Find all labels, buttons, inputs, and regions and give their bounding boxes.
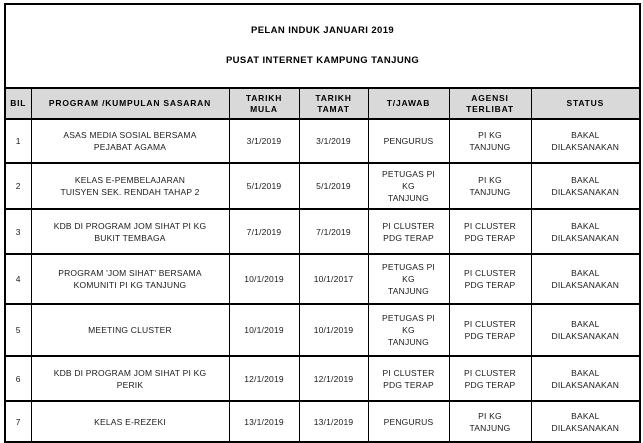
- cell-tarikh-tamat: 3/1/2019: [298, 118, 369, 164]
- cell-program: KDB DI PROGRAM JOM SIHAT PI KG BUKIT TEM…: [30, 208, 230, 255]
- cell-tarikh-mula: 7/1/2019: [228, 208, 300, 255]
- cell-bil: 5: [4, 303, 32, 357]
- cell-agensi-terlibat: PI KG TANJUNG: [448, 118, 532, 164]
- cell-bil: 3: [4, 208, 32, 255]
- cell-program: PROGRAM 'JOM SIHAT' BERSAMA KOMUNITI PI …: [30, 253, 230, 305]
- page: PELAN INDUK JANUARI 2019 PUSAT INTERNET …: [4, 3, 642, 443]
- title-row: PELAN INDUK JANUARI 2019 PUSAT INTERNET …: [4, 3, 641, 89]
- cell-tarikh-mula: 10/1/2019: [228, 253, 300, 305]
- cell-t-jawab: PI CLUSTER PDG TERAP: [367, 355, 450, 402]
- cell-status: BAKAL DILAKSANAKAN: [530, 118, 641, 164]
- cell-tarikh-mula: 10/1/2019: [228, 303, 300, 357]
- cell-tarikh-mula: 3/1/2019: [228, 118, 300, 164]
- cell-tarikh-mula: 13/1/2019: [228, 400, 300, 443]
- cell-tarikh-tamat: 10/1/2019: [298, 303, 369, 357]
- document-title-line1: PELAN INDUK JANUARI 2019: [250, 25, 395, 36]
- cell-tarikh-tamat: 12/1/2019: [298, 355, 369, 402]
- column-header-tarikh-mula: TARIKH MULA: [228, 87, 300, 120]
- cell-agensi-terlibat: PI CLUSTER PDG TERAP: [448, 208, 532, 255]
- schedule-table: PELAN INDUK JANUARI 2019 PUSAT INTERNET …: [4, 3, 642, 443]
- column-header-program: PROGRAM /KUMPULAN SASARAN: [30, 87, 230, 120]
- cell-t-jawab: PETUGAS PI KG TANJUNG: [367, 253, 450, 305]
- cell-bil: 2: [4, 162, 32, 210]
- cell-status: BAKAL DILAKSANAKAN: [530, 303, 641, 357]
- table-body: 1 ASAS MEDIA SOSIAL BERSAMA PEJABAT AGAMA…: [4, 118, 641, 443]
- table-header-row: BIL PROGRAM /KUMPULAN SASARAN TARIKH MUL…: [4, 87, 641, 120]
- document-title-cell: PELAN INDUK JANUARI 2019 PUSAT INTERNET …: [4, 3, 641, 89]
- table-row: 3 KDB DI PROGRAM JOM SIHAT PI KG BUKIT TE…: [4, 208, 641, 255]
- column-header-agensi-terlibat: AGENSI TERLIBAT: [448, 87, 532, 120]
- cell-status: BAKAL DILAKSANAKAN: [530, 355, 641, 402]
- column-header-status: STATUS: [530, 87, 641, 120]
- table-row: 5 MEETING CLUSTER 10/1/2019 10/1/2019 PETUGA…: [4, 303, 641, 357]
- cell-bil: 1: [4, 118, 32, 164]
- cell-program: KDB DI PROGRAM JOM SIHAT PI KG PERIK: [30, 355, 230, 402]
- cell-bil: 4: [4, 253, 32, 305]
- document-title-line2: PUSAT INTERNET KAMPUNG TANJUNG: [225, 55, 420, 66]
- cell-tarikh-tamat: 13/1/2019: [298, 400, 369, 443]
- cell-tarikh-mula: 12/1/2019: [228, 355, 300, 402]
- cell-program: ASAS MEDIA SOSIAL BERSAMA PEJABAT AGAMA: [30, 118, 230, 164]
- column-header-bil: BIL: [4, 87, 32, 120]
- cell-t-jawab: PENGURUS: [367, 118, 450, 164]
- cell-status: BAKAL DILAKSANAKAN: [530, 208, 641, 255]
- table-row: 2 KELAS E-PEMBELAJARAN TUISYEN SEK. RENDA…: [4, 162, 641, 210]
- cell-agensi-terlibat: PI KG TANJUNG: [448, 162, 532, 210]
- cell-agensi-terlibat: PI CLUSTER PDG TERAP: [448, 355, 532, 402]
- cell-tarikh-tamat: 10/1/2017: [298, 253, 369, 305]
- cell-bil: 6: [4, 355, 32, 402]
- column-header-t-jawab: T/JAWAB: [367, 87, 450, 120]
- cell-t-jawab: PETUGAS PI KG TANJUNG: [367, 162, 450, 210]
- cell-status: BAKAL DILAKSANAKAN: [530, 400, 641, 443]
- table-row: 7 KELAS E-REZEKI 13/1/2019 13/1/2019 PENGURU…: [4, 400, 641, 443]
- cell-agensi-terlibat: PI KG TANJUNG: [448, 400, 532, 443]
- cell-tarikh-tamat: 7/1/2019: [298, 208, 369, 255]
- cell-agensi-terlibat: PI CLUSTER PDG TERAP: [448, 253, 532, 305]
- cell-program: KELAS E-PEMBELAJARAN TUISYEN SEK. RENDAH…: [30, 162, 230, 210]
- table-row: 1 ASAS MEDIA SOSIAL BERSAMA PEJABAT AGAMA…: [4, 118, 641, 164]
- cell-status: BAKAL DILAKSANAKAN: [530, 162, 641, 210]
- cell-t-jawab: PI CLUSTER PDG TERAP: [367, 208, 450, 255]
- cell-t-jawab: PENGURUS: [367, 400, 450, 443]
- cell-program: MEETING CLUSTER: [30, 303, 230, 357]
- column-header-tarikh-tamat: TARIKH TAMAT: [298, 87, 369, 120]
- cell-program: KELAS E-REZEKI: [30, 400, 230, 443]
- cell-t-jawab: PETUGAS PI KG TANJUNG: [367, 303, 450, 357]
- cell-agensi-terlibat: PI CLUSTER PDG TERAP: [448, 303, 532, 357]
- cell-tarikh-tamat: 5/1/2019: [298, 162, 369, 210]
- table-row: 4 PROGRAM 'JOM SIHAT' BERSAMA KOMUNITI PI…: [4, 253, 641, 305]
- cell-tarikh-mula: 5/1/2019: [228, 162, 300, 210]
- cell-status: BAKAL DILAKSANAKAN: [530, 253, 641, 305]
- cell-bil: 7: [4, 400, 32, 443]
- table-row: 6 KDB DI PROGRAM JOM SIHAT PI KG PERIK 12/…: [4, 355, 641, 402]
